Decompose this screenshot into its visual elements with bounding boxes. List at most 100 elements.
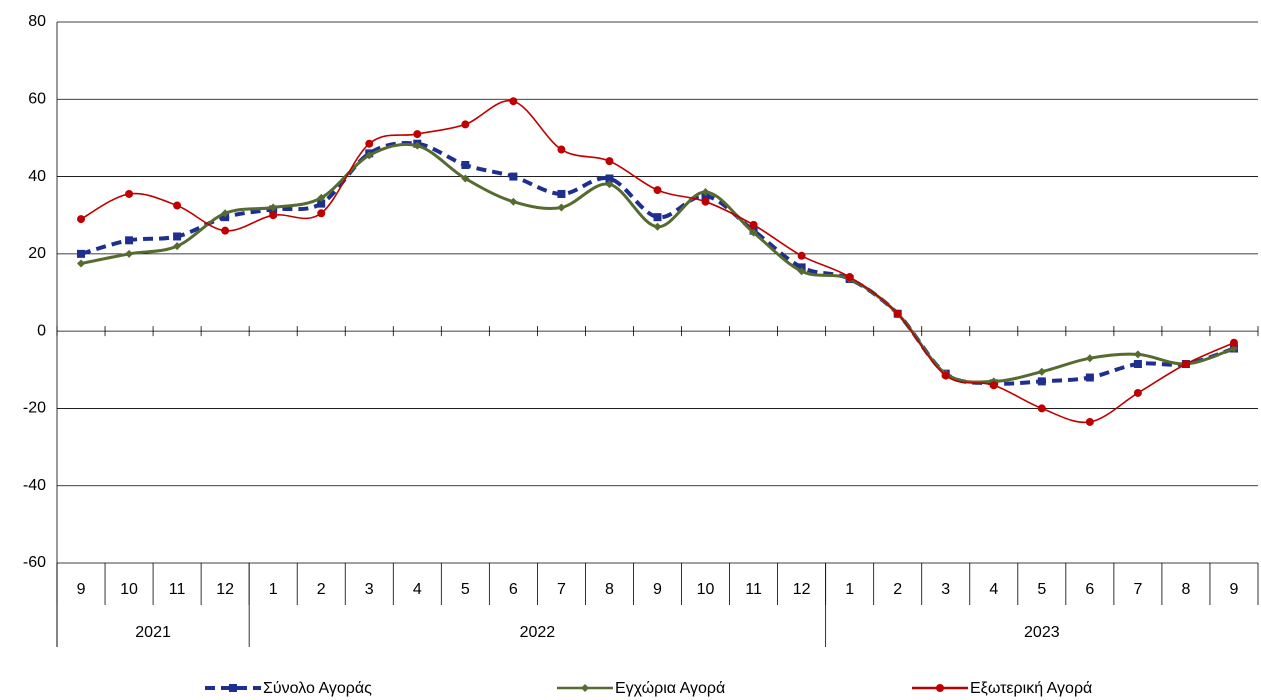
- marker: [173, 242, 182, 251]
- marker: [1229, 344, 1238, 353]
- x-tick-label: 3: [365, 581, 374, 598]
- y-tick-label: 60: [28, 91, 46, 108]
- marker: [413, 141, 422, 150]
- x-tick-label: 6: [1085, 581, 1094, 598]
- marker: [125, 249, 134, 258]
- marker: [173, 232, 182, 241]
- marker: [509, 172, 518, 181]
- marker: [461, 160, 470, 169]
- marker: [1085, 354, 1094, 363]
- x-tick-label: 7: [557, 581, 566, 598]
- marker: [1085, 373, 1094, 382]
- marker: [557, 189, 566, 198]
- y-tick-label: 40: [28, 168, 46, 185]
- marker: [1037, 377, 1046, 386]
- legend-marker: [581, 684, 589, 692]
- marker: [509, 197, 518, 206]
- marker: [365, 139, 374, 148]
- marker: [221, 209, 230, 218]
- marker: [413, 130, 422, 139]
- year-label: 2023: [1024, 624, 1060, 641]
- year-label: 2021: [135, 624, 171, 641]
- marker: [653, 222, 662, 231]
- x-tick-label: 10: [120, 581, 138, 598]
- x-tick-label: 11: [169, 581, 186, 598]
- marker: [701, 197, 710, 206]
- marker: [317, 209, 326, 218]
- marker: [557, 203, 566, 212]
- marker: [605, 174, 614, 183]
- marker: [1181, 359, 1190, 368]
- x-tick-label: 11: [745, 581, 762, 598]
- x-tick-label: 6: [509, 581, 518, 598]
- marker: [173, 201, 182, 210]
- marker: [125, 189, 134, 198]
- legend-marker: [229, 684, 237, 692]
- x-tick-label: 12: [216, 581, 234, 598]
- x-tick-label: 10: [697, 581, 715, 598]
- series-line: [80, 141, 1235, 386]
- marker: [461, 120, 470, 129]
- marker: [317, 193, 326, 202]
- marker: [653, 186, 662, 195]
- x-tick-label: 1: [845, 581, 854, 598]
- marker: [653, 213, 662, 222]
- marker: [605, 180, 614, 189]
- x-tick-label: 8: [1181, 581, 1190, 598]
- marker: [1133, 350, 1142, 359]
- marker: [893, 309, 902, 318]
- marker: [1133, 359, 1142, 368]
- x-tick-label: 9: [653, 581, 662, 598]
- legend-label: Εξωτερική Αγορά: [970, 680, 1092, 697]
- y-tick-label: 80: [28, 13, 46, 30]
- x-tick-label: 4: [413, 581, 422, 598]
- y-tick-label: -60: [23, 554, 46, 571]
- x-tick-label: 2: [893, 581, 902, 598]
- series-line: [80, 99, 1235, 424]
- x-tick-label: 9: [77, 581, 86, 598]
- legend-label: Σύνολο Αγοράς: [263, 680, 372, 697]
- marker: [509, 97, 518, 106]
- marker: [845, 273, 854, 282]
- marker: [989, 381, 998, 390]
- series-line: [80, 142, 1235, 384]
- marker: [1037, 367, 1046, 376]
- y-tick-label: -40: [23, 477, 46, 494]
- marker: [1037, 404, 1046, 413]
- marker: [1133, 388, 1142, 397]
- marker: [221, 226, 230, 235]
- marker: [797, 251, 806, 260]
- marker: [941, 371, 950, 380]
- marker: [1229, 338, 1238, 347]
- legend-marker: [936, 684, 944, 692]
- marker: [269, 203, 278, 212]
- x-tick-label: 12: [793, 581, 811, 598]
- marker: [605, 157, 614, 166]
- marker: [365, 151, 374, 160]
- marker: [77, 259, 86, 268]
- x-tick-label: 1: [269, 581, 278, 598]
- x-tick-label: 9: [1230, 581, 1239, 598]
- x-tick-label: 5: [461, 581, 470, 598]
- x-tick-label: 3: [941, 581, 950, 598]
- marker: [701, 188, 710, 197]
- marker: [125, 236, 134, 245]
- marker: [269, 211, 278, 220]
- x-tick-label: 5: [1037, 581, 1046, 598]
- marker: [317, 199, 326, 208]
- x-tick-label: 2: [317, 581, 326, 598]
- y-tick-label: 0: [37, 322, 46, 339]
- marker: [749, 220, 758, 229]
- year-label: 2022: [520, 624, 556, 641]
- marker: [461, 174, 470, 183]
- marker: [77, 249, 86, 258]
- marker: [77, 215, 86, 224]
- legend-label: Εγχώρια Αγορά: [615, 680, 725, 697]
- y-tick-label: 20: [28, 245, 46, 262]
- x-tick-label: 8: [605, 581, 614, 598]
- marker: [797, 267, 806, 276]
- marker: [557, 145, 566, 154]
- marker: [749, 228, 758, 237]
- y-tick-label: -20: [23, 400, 46, 417]
